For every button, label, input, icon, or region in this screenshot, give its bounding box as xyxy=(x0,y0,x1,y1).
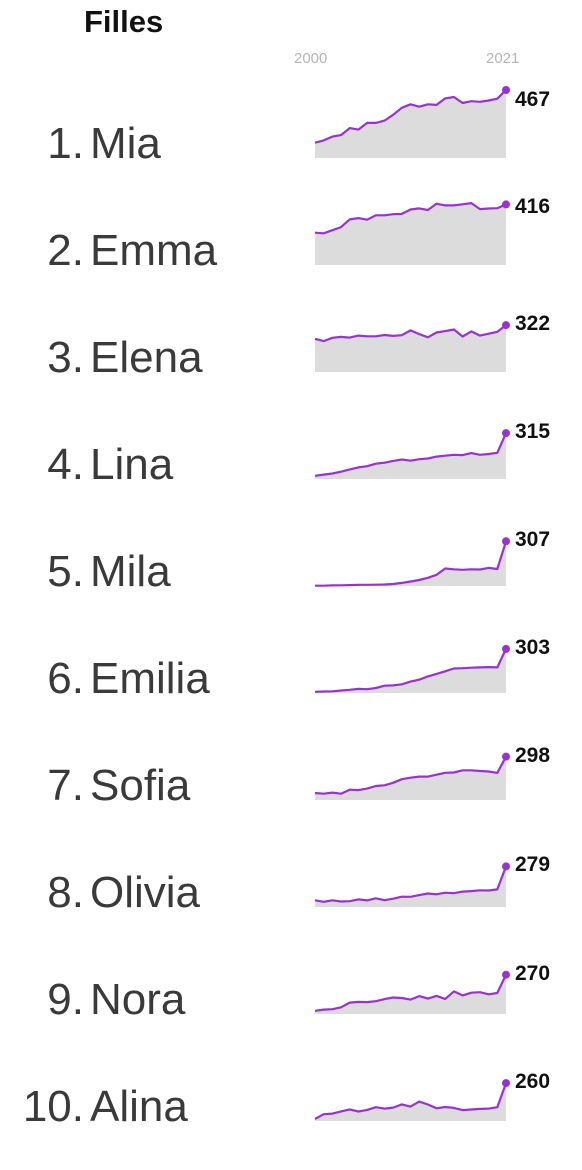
sparkline-chart xyxy=(315,537,510,587)
rank-name-label: 5. Mila xyxy=(0,550,300,594)
sparkline-end-point xyxy=(502,970,510,979)
rank-name-label: 6. Emilia xyxy=(0,657,300,701)
sparkline-end-point xyxy=(502,862,510,871)
sparkline-end-point xyxy=(502,321,510,330)
rank-name-label: 1. Mia xyxy=(0,122,300,166)
sparkline-line xyxy=(314,89,507,144)
rank-name-label: 10. Alina xyxy=(0,1085,300,1129)
rank-number: 8. xyxy=(47,868,84,917)
sparkline-chart xyxy=(314,86,510,158)
sparkline-area xyxy=(315,541,506,586)
sparkline-area xyxy=(315,90,506,158)
sparkline-end-point xyxy=(502,86,510,94)
ranking-row: 7. Sofia 298 xyxy=(0,742,582,849)
series-name: Lina xyxy=(90,440,174,489)
series-name: Olivia xyxy=(90,868,201,917)
series-name: Sofia xyxy=(90,761,191,810)
ranking-row: 5. Mila 307 xyxy=(0,528,582,635)
ranking-row: 3. Elena 322 xyxy=(0,312,582,421)
sparkline-line xyxy=(314,974,507,1012)
sparkline-line xyxy=(314,1082,508,1120)
series-name: Alina xyxy=(90,1082,188,1131)
value-label: 307 xyxy=(515,528,551,552)
value-label: 298 xyxy=(515,743,551,767)
rank-number: 4. xyxy=(47,440,84,489)
series-name: Emma xyxy=(90,226,218,275)
value-label: 270 xyxy=(515,961,551,985)
rank-number: 2. xyxy=(47,226,84,275)
value-label: 279 xyxy=(515,853,551,877)
rank-name-label: 9. Nora xyxy=(0,978,300,1022)
value-label: 303 xyxy=(515,635,551,659)
series-name: Emilia xyxy=(90,654,210,703)
sparkline-end-point xyxy=(502,200,510,209)
sparkline-chart xyxy=(314,752,510,800)
sparkline-area xyxy=(315,1083,506,1121)
sparkline-area xyxy=(315,203,506,265)
sparkline-area xyxy=(315,325,506,372)
sparkline-chart xyxy=(314,1079,510,1121)
page-title: Filles xyxy=(84,4,164,39)
ranking-row: 6. Emilia 303 xyxy=(0,635,582,742)
sparkline-chart xyxy=(314,321,510,372)
x-axis-end-label: 2021 xyxy=(486,50,520,67)
rank-number: 10. xyxy=(22,1082,84,1131)
sparkline-area xyxy=(315,866,506,907)
ranking-row: 4. Lina 315 xyxy=(0,420,582,528)
sparkline-chart xyxy=(314,200,510,265)
rank-name-label: 7. Sofia xyxy=(0,764,300,808)
sparkline-end-point xyxy=(502,752,510,761)
ranking-row: 8. Olivia 279 xyxy=(0,849,582,956)
series-name: Mila xyxy=(90,547,171,596)
sparkline-line xyxy=(314,201,507,235)
sparkline-chart xyxy=(314,970,510,1014)
value-label: 322 xyxy=(515,312,551,336)
ranking-row: 2. Emma 416 xyxy=(0,195,582,314)
rank-number: 6. xyxy=(47,654,84,703)
x-axis-start-label: 2000 xyxy=(294,50,328,67)
ranking-row: 10. Alina 260 xyxy=(0,1063,582,1170)
rank-number: 1. xyxy=(47,119,84,168)
rank-name-label: 3. Elena xyxy=(0,336,300,380)
sparkline-area xyxy=(315,648,506,693)
sparkline-chart xyxy=(314,862,510,907)
sparkline-line xyxy=(315,540,508,587)
rank-name-label: 2. Emma xyxy=(0,229,300,273)
sparkline-line xyxy=(314,324,507,343)
value-label: 315 xyxy=(515,420,551,444)
series-name: Mia xyxy=(90,119,161,168)
rank-number: 5. xyxy=(47,547,84,596)
sparkline-chart xyxy=(314,644,510,693)
sparkline-chart xyxy=(314,429,510,479)
sparkline-line xyxy=(314,648,507,693)
sparkline-end-point xyxy=(502,1079,510,1088)
rank-number: 9. xyxy=(47,975,84,1024)
series-name: Nora xyxy=(90,975,186,1024)
sparkline-line xyxy=(314,866,508,903)
value-label: 416 xyxy=(515,195,551,218)
rank-number: 7. xyxy=(47,761,84,810)
rank-name-label: 8. Olivia xyxy=(0,871,300,915)
rank-name-label: 4. Lina xyxy=(0,443,300,487)
sparkline-line xyxy=(314,756,507,795)
value-label: 260 xyxy=(515,1070,551,1094)
rank-number: 3. xyxy=(47,333,84,382)
ranking-row: 1. Mia 467 xyxy=(0,86,582,207)
sparkline-line xyxy=(314,432,508,477)
ranking-row: 9. Nora 270 xyxy=(0,956,582,1063)
value-label: 467 xyxy=(515,88,551,111)
sparkline-end-point xyxy=(502,644,510,653)
series-name: Elena xyxy=(90,333,203,382)
sparkline-end-point xyxy=(502,429,510,438)
sparkline-end-point xyxy=(502,537,510,546)
sparkline-area xyxy=(315,974,506,1014)
